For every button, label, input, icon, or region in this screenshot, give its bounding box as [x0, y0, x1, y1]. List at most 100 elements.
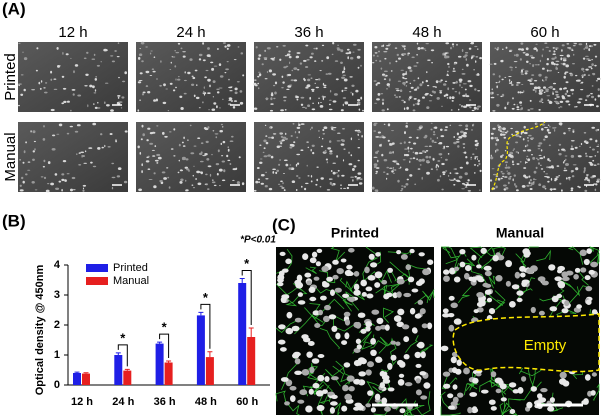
cell: [82, 187, 85, 190]
cell: [422, 96, 425, 99]
nucleus: [490, 371, 497, 378]
cell: [182, 145, 186, 147]
cell: [178, 143, 181, 147]
cell: [263, 139, 267, 143]
cell: [564, 71, 569, 73]
cell: [407, 146, 410, 150]
cell: [412, 109, 416, 112]
nucleus: [398, 373, 405, 378]
cell: [590, 93, 593, 95]
nucleus: [370, 262, 378, 268]
bar: [73, 373, 81, 385]
cell: [180, 169, 182, 171]
cell: [329, 181, 332, 185]
cell: [97, 147, 101, 150]
cell: [142, 91, 146, 94]
cell: [421, 81, 424, 84]
cell: [207, 126, 210, 129]
cell: [340, 187, 342, 190]
nucleus: [285, 258, 292, 265]
cell: [591, 126, 595, 129]
cell: [430, 128, 433, 131]
cell: [507, 172, 511, 175]
cell: [521, 69, 523, 73]
cell: [66, 100, 70, 103]
cell: [191, 75, 194, 78]
cell: [456, 43, 458, 46]
nucleus: [361, 292, 367, 297]
micrograph: [489, 122, 601, 193]
cell: [591, 59, 593, 61]
cell: [151, 149, 155, 151]
cell: [526, 60, 529, 63]
nucleus: [296, 274, 303, 282]
cell: [315, 47, 318, 50]
cell: [268, 187, 273, 191]
cell: [298, 131, 301, 134]
cell: [183, 79, 187, 82]
cell: [343, 78, 348, 82]
nucleus: [321, 265, 329, 272]
cell: [394, 169, 397, 171]
cell: [147, 91, 151, 94]
cell: [505, 187, 509, 190]
cell: [574, 43, 577, 45]
nucleus: [375, 356, 383, 363]
cell: [447, 87, 450, 91]
cell: [422, 48, 426, 50]
cell: [360, 96, 363, 100]
cell: [137, 81, 142, 84]
cell: [511, 133, 513, 136]
cell: [379, 136, 382, 139]
cell: [550, 165, 554, 168]
nucleus: [478, 297, 485, 304]
cell: [83, 57, 87, 60]
cell: [346, 186, 350, 190]
nucleus: [450, 356, 457, 364]
cell: [513, 148, 516, 150]
cell: [443, 94, 446, 97]
cell: [544, 176, 548, 178]
cell: [560, 57, 563, 61]
cell: [558, 175, 561, 177]
cell: [283, 159, 288, 162]
cell: [428, 145, 432, 147]
cell: [583, 132, 587, 134]
cell: [451, 43, 455, 46]
cell: [94, 78, 98, 81]
cell: [425, 150, 429, 152]
cell: [105, 82, 109, 84]
cell: [500, 155, 503, 158]
cell: [430, 137, 432, 141]
cell: [501, 133, 506, 136]
cell: [291, 69, 294, 72]
nucleus: [314, 323, 321, 328]
y-tick-label: 1: [54, 349, 60, 361]
cell: [303, 59, 307, 62]
cell: [307, 104, 311, 107]
nucleus: [420, 351, 426, 359]
membrane: [373, 401, 392, 416]
cell: [446, 74, 450, 76]
cell: [597, 88, 600, 91]
cell: [572, 129, 575, 131]
cell: [582, 57, 586, 60]
cell: [461, 182, 465, 185]
cell: [160, 181, 164, 185]
cell: [175, 78, 177, 81]
cell: [200, 142, 204, 145]
cell: [389, 167, 393, 169]
cell: [404, 148, 408, 150]
error-bar: [74, 371, 80, 373]
cell: [421, 176, 423, 180]
cell: [438, 142, 443, 145]
cell: [167, 110, 170, 112]
cell: [262, 151, 265, 154]
cell: [558, 149, 560, 152]
cell: [322, 128, 325, 132]
cell: [328, 99, 332, 101]
cell: [492, 110, 496, 112]
nucleus: [384, 324, 390, 331]
cell: [425, 79, 428, 83]
cell: [453, 141, 457, 145]
